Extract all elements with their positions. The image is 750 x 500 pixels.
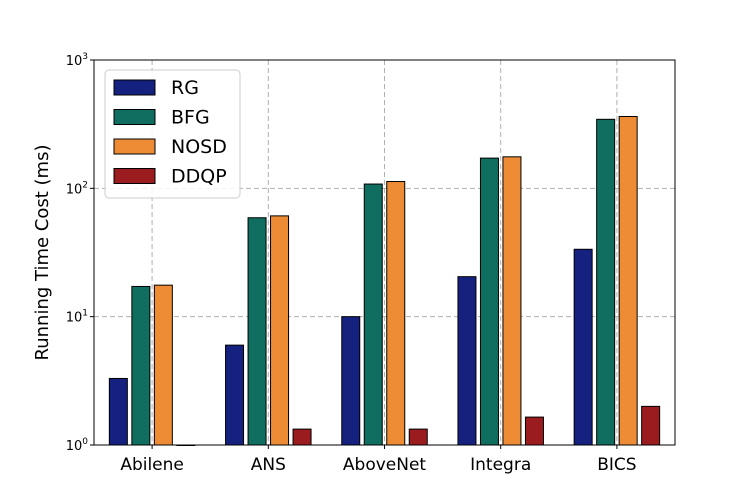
- x-tick-label: BICS: [597, 455, 636, 475]
- x-tick-label: ANS: [251, 455, 286, 475]
- x-tick-label: AboveNet: [343, 455, 427, 475]
- legend-swatch-nosd: [113, 138, 156, 155]
- bar-nosd-ans: [270, 215, 290, 446]
- y-axis-ticks: 100 101 102 103: [66, 52, 94, 454]
- bar-rg-abilene: [108, 377, 128, 446]
- x-tick-label: Integra: [470, 455, 531, 475]
- legend-box: [104, 69, 241, 199]
- bar-nosd-integra: [502, 156, 522, 446]
- bars: [108, 115, 661, 446]
- bar-bfg-ans: [247, 217, 267, 446]
- legend-label-ddqp: DDQP: [171, 166, 227, 188]
- legend-label-nosd: NOSD: [171, 136, 227, 158]
- x-tick-label: Abilene: [120, 455, 184, 475]
- bar-nosd-abilene: [153, 284, 173, 446]
- y-tick-label: 100: [66, 437, 89, 454]
- legend: RG BFG NOSD DDQP: [104, 69, 241, 199]
- bar-rg-ans: [225, 344, 245, 446]
- legend-swatch-ddqp: [113, 168, 156, 184]
- bar-nosd-bics: [618, 115, 638, 446]
- legend-swatch-rg: [113, 79, 156, 96]
- y-tick-label: 101: [66, 309, 88, 326]
- bar-nosd-abovenet: [386, 181, 406, 446]
- bar-ddqp-integra: [524, 416, 544, 446]
- bar-ddqp-abovenet: [408, 428, 428, 446]
- y-axis-title: Running Time Cost (ms): [32, 145, 53, 361]
- legend-label-bfg: BFG: [171, 107, 210, 129]
- bar-bfg-integra: [479, 157, 499, 446]
- bar-bfg-bics: [596, 118, 616, 446]
- bar-ddqp-ans: [292, 428, 312, 446]
- legend-swatch-bfg: [113, 109, 156, 125]
- legend-label-rg: RG: [171, 77, 199, 99]
- y-tick-label: 102: [66, 180, 88, 197]
- bar-rg-abovenet: [341, 316, 361, 446]
- x-axis-ticks: Abilene ANS AboveNet Integra BICS: [120, 445, 637, 475]
- bar-rg-integra: [457, 276, 477, 446]
- bar-bfg-abilene: [131, 285, 151, 446]
- y-tick-label: 103: [66, 52, 88, 69]
- bar-ddqp-bics: [641, 405, 661, 446]
- bar-bfg-abovenet: [363, 183, 383, 446]
- bar-rg-bics: [573, 248, 593, 446]
